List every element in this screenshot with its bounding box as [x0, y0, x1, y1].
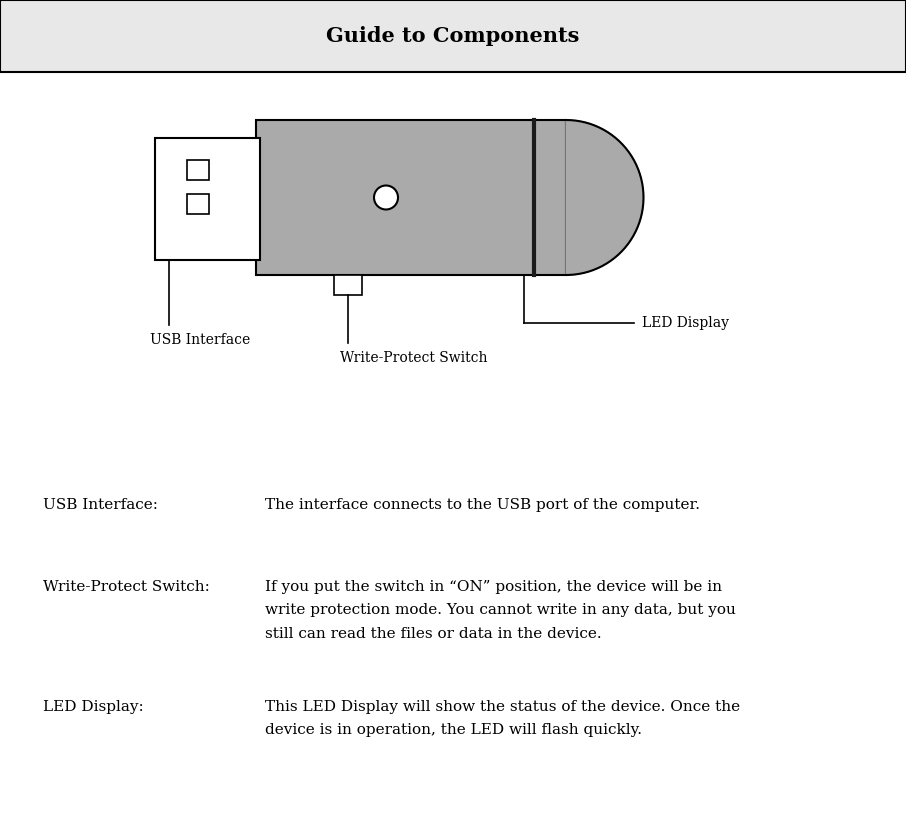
- Bar: [256, 120, 566, 275]
- Polygon shape: [566, 120, 643, 275]
- Text: If you put the switch in “ON” position, the device will be in
write protection m: If you put the switch in “ON” position, …: [265, 580, 736, 641]
- Bar: [0, 0, 906, 72]
- Bar: [187, 194, 209, 214]
- Text: USB Interface:: USB Interface:: [43, 498, 158, 512]
- Text: This LED Display will show the status of the device. Once the
device is in opera: This LED Display will show the status of…: [265, 700, 740, 738]
- Text: Write-Protect Switch: Write-Protect Switch: [340, 351, 487, 365]
- Text: Guide to Components: Guide to Components: [326, 26, 580, 46]
- Bar: [334, 275, 362, 295]
- Text: USB Interface: USB Interface: [150, 333, 250, 347]
- Text: LED Display: LED Display: [642, 316, 729, 330]
- Bar: [187, 160, 209, 180]
- Text: The interface connects to the USB port of the computer.: The interface connects to the USB port o…: [265, 498, 700, 512]
- Text: Write-Protect Switch:: Write-Protect Switch:: [43, 580, 210, 594]
- Circle shape: [374, 186, 398, 210]
- Text: LED Display:: LED Display:: [43, 700, 144, 714]
- Bar: [155, 138, 260, 260]
